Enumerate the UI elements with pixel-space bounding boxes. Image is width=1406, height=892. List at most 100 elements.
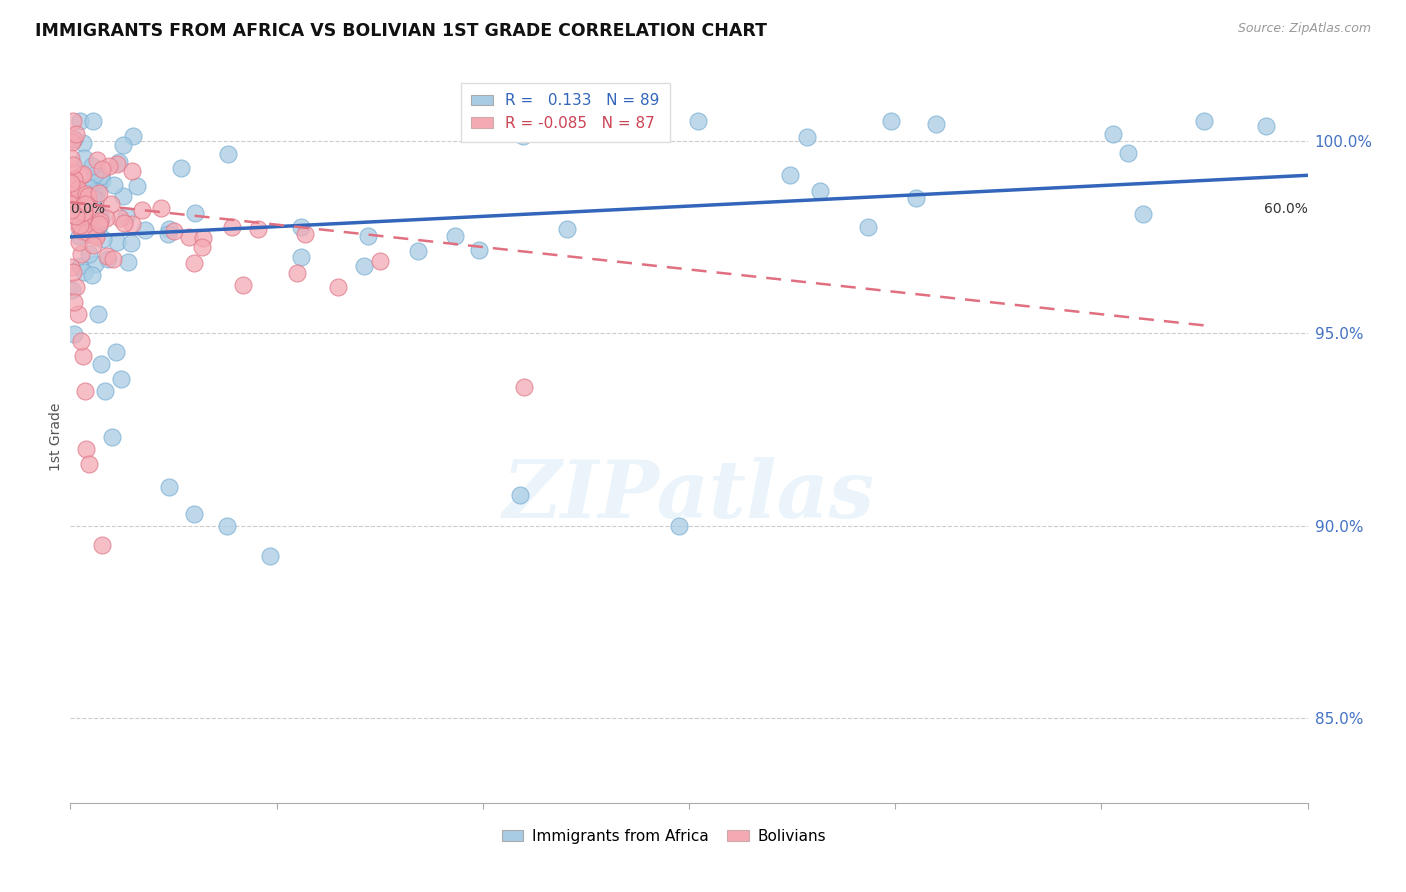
Point xyxy=(65,280,87,294)
Point xyxy=(84,192,107,206)
Point xyxy=(112,188,135,202)
Point xyxy=(808,184,831,198)
Point xyxy=(79,247,101,261)
Point xyxy=(217,518,239,533)
Point xyxy=(103,252,125,266)
Point xyxy=(73,151,96,165)
Point xyxy=(84,230,107,244)
Point xyxy=(120,235,142,250)
Point xyxy=(87,186,110,200)
Point xyxy=(77,189,100,203)
Point xyxy=(62,327,84,342)
Point xyxy=(79,457,101,471)
Point xyxy=(65,185,87,199)
Point xyxy=(77,199,100,213)
Point xyxy=(73,205,96,219)
Point xyxy=(90,357,112,371)
Point xyxy=(60,207,83,221)
Point xyxy=(110,372,132,386)
Point xyxy=(60,177,83,191)
Point xyxy=(688,114,710,128)
Point xyxy=(183,507,205,521)
Point xyxy=(84,228,107,243)
Point xyxy=(183,256,205,270)
Point xyxy=(114,216,136,230)
Point xyxy=(62,157,84,171)
Point xyxy=(177,229,200,244)
Point xyxy=(77,200,100,214)
Point xyxy=(246,222,269,236)
Point xyxy=(60,180,83,194)
Point xyxy=(285,266,308,280)
Point xyxy=(75,442,97,456)
Point xyxy=(70,169,93,183)
Point xyxy=(157,480,180,494)
Point xyxy=(82,238,104,252)
Point xyxy=(75,227,97,241)
Point xyxy=(294,227,316,242)
Point xyxy=(1116,145,1139,160)
Point xyxy=(60,203,83,218)
Point xyxy=(796,129,818,144)
Y-axis label: 1st Grade: 1st Grade xyxy=(49,403,63,471)
Point xyxy=(101,430,124,444)
Point xyxy=(79,211,101,225)
Point xyxy=(353,259,375,273)
Point xyxy=(406,244,429,258)
Point xyxy=(63,132,86,146)
Point xyxy=(69,219,91,233)
Point xyxy=(191,231,214,245)
Text: IMMIGRANTS FROM AFRICA VS BOLIVIAN 1ST GRADE CORRELATION CHART: IMMIGRANTS FROM AFRICA VS BOLIVIAN 1ST G… xyxy=(35,22,768,40)
Point xyxy=(190,240,212,254)
Point xyxy=(82,191,104,205)
Point xyxy=(108,211,131,225)
Point xyxy=(75,186,97,201)
Point xyxy=(70,224,93,238)
Point xyxy=(90,169,112,184)
Point xyxy=(72,136,94,150)
Point xyxy=(72,211,94,225)
Point xyxy=(259,549,281,564)
Point xyxy=(82,114,104,128)
Point xyxy=(509,488,531,502)
Point xyxy=(62,194,84,208)
Text: 0.0%: 0.0% xyxy=(70,202,105,216)
Point xyxy=(60,135,83,149)
Point xyxy=(127,178,149,193)
Point xyxy=(67,228,90,243)
Point xyxy=(62,174,84,188)
Point xyxy=(67,219,90,234)
Point xyxy=(60,283,83,297)
Point xyxy=(96,249,118,263)
Point xyxy=(67,202,90,216)
Point xyxy=(77,180,100,194)
Point xyxy=(87,207,110,221)
Point xyxy=(77,212,100,227)
Point xyxy=(328,280,350,294)
Point xyxy=(150,202,173,216)
Point xyxy=(75,192,97,206)
Text: 60.0%: 60.0% xyxy=(1264,202,1308,216)
Point xyxy=(84,257,107,271)
Point xyxy=(779,168,801,182)
Point xyxy=(98,159,121,173)
Point xyxy=(512,128,534,143)
Point xyxy=(87,217,110,231)
Point xyxy=(105,235,128,249)
Point xyxy=(217,147,239,161)
Point xyxy=(104,345,127,359)
Point xyxy=(513,380,536,394)
Point xyxy=(159,221,181,235)
Point xyxy=(90,538,112,552)
Point xyxy=(856,220,879,235)
Point xyxy=(63,295,86,310)
Point xyxy=(65,177,87,191)
Point xyxy=(67,182,90,196)
Point xyxy=(60,176,83,190)
Point xyxy=(91,232,114,246)
Point xyxy=(121,129,143,144)
Point xyxy=(66,188,89,202)
Point xyxy=(553,114,575,128)
Point xyxy=(70,200,93,214)
Point xyxy=(368,253,391,268)
